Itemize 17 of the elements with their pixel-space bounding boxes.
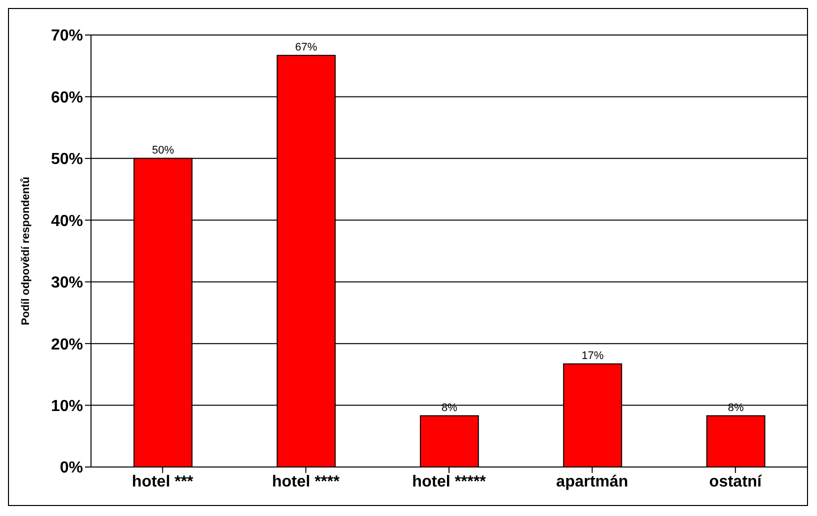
- y-tick-label: 50%: [50, 151, 83, 168]
- y-tick-label: 20%: [50, 336, 83, 354]
- x-tick-label: ostatní: [709, 473, 762, 490]
- x-tick-label: hotel ***: [132, 473, 194, 490]
- y-axis-title: Podíl odpovědí respondentů: [20, 176, 32, 326]
- y-tick-label: 70%: [50, 28, 83, 45]
- y-tick-label: 30%: [50, 274, 83, 292]
- y-tick-label: 60%: [50, 89, 83, 106]
- data-label: 17%: [582, 350, 604, 362]
- y-tick-label: 40%: [50, 212, 83, 230]
- data-label: 67%: [295, 41, 318, 54]
- x-tick-label: hotel ****: [272, 473, 340, 490]
- x-tick-label: apartmán: [556, 473, 628, 490]
- x-tick-label: hotel *****: [412, 473, 487, 490]
- y-tick-label: 10%: [50, 398, 83, 415]
- y-tick-label: 0%: [60, 460, 83, 477]
- data-label: 50%: [152, 144, 174, 156]
